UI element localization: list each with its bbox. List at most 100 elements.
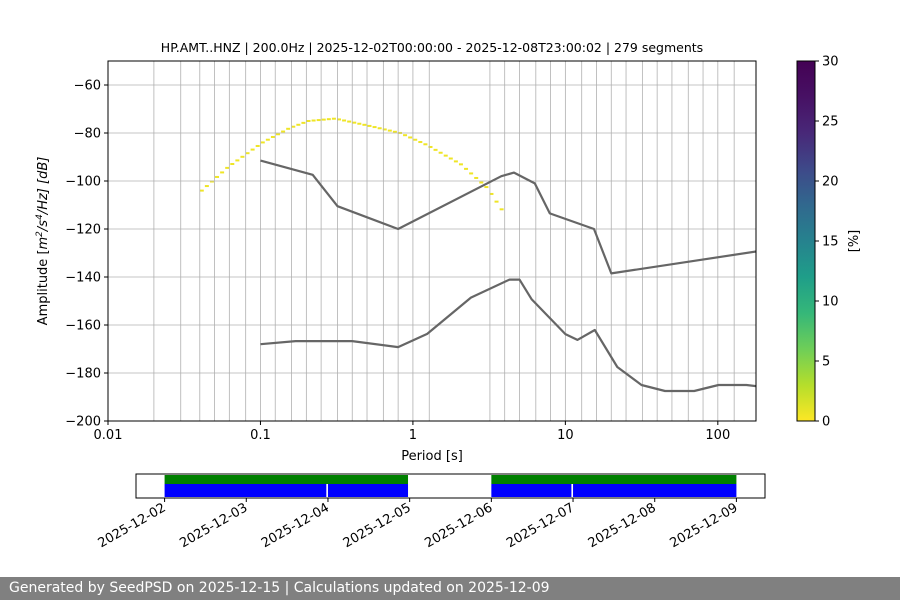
heatmap-outlier-cell (260, 141, 265, 144)
heatmap-outlier-cell (362, 123, 367, 126)
y-tick-label: −160 (65, 319, 101, 334)
heatmap-outlier-cell (296, 123, 301, 126)
heatmap-outlier-cell (326, 118, 331, 121)
heatmap-outlier-cell (199, 189, 204, 192)
data-segment-bar (573, 484, 737, 497)
psd-heatmap (199, 117, 504, 211)
heatmap-outlier-cell (438, 151, 443, 154)
data-segment-bar (327, 484, 409, 497)
heatmap-outlier-cell (479, 181, 484, 184)
coverage-bar (491, 475, 737, 484)
heatmap-outlier-cell (367, 124, 372, 127)
y-tick-label: −60 (74, 79, 101, 94)
heatmap-outlier-cell (347, 120, 352, 123)
colorbar-tick-label: 30 (822, 55, 839, 70)
heatmap-outlier-cell (245, 152, 250, 155)
heatmap-outlier-cell (377, 127, 382, 130)
heatmap-outlier-cell (225, 166, 230, 169)
heatmap-outlier-cell (311, 119, 316, 122)
heatmap-outlier-cell (423, 143, 428, 146)
heatmap-outlier-cell (281, 130, 286, 133)
colorbar-label: [%] (847, 230, 862, 253)
heatmap-outlier-cell (337, 118, 341, 121)
date-tick-label: 2025-12-03 (177, 500, 250, 551)
heatmap-outlier-cell (230, 163, 235, 166)
date-tick-label: 2025-12-06 (422, 500, 495, 551)
y-axis-label-suffix: /Hz] [dB] (36, 157, 51, 216)
data-segment-bar (164, 484, 327, 497)
heatmap-outlier-cell (499, 208, 504, 211)
x-tick-label: 0.01 (94, 428, 123, 443)
footer-bar: Generated by SeedPSD on 2025-12-15 | Cal… (0, 577, 900, 600)
colorbar-tick-label: 0 (822, 415, 830, 430)
date-tick-label: 2025-12-09 (667, 500, 740, 551)
heatmap-outlier-cell (270, 135, 275, 138)
y-tick-label: −140 (65, 271, 101, 286)
x-tick-label: 10 (557, 428, 574, 443)
low-noise-model-line (260, 278, 756, 393)
heatmap-outlier-cell (321, 118, 326, 121)
heatmap-outlier-cell (469, 172, 474, 175)
y-tick-label: −180 (65, 367, 101, 382)
heatmap-outlier-cell (331, 117, 336, 120)
heatmap-outlier-cell (240, 155, 245, 158)
heatmap-outlier-cell (235, 159, 240, 162)
date-tick-label: 2025-12-08 (586, 500, 659, 551)
heatmap-outlier-cell (403, 134, 408, 137)
heatmap-outlier-cell (220, 171, 225, 174)
colorbar-tick-label: 10 (822, 295, 839, 310)
heatmap-outlier-cell (286, 127, 291, 130)
heatmap-outlier-cell (443, 154, 448, 157)
heatmap-outlier-cell (428, 145, 433, 148)
heatmap-outlier-cell (352, 121, 357, 124)
heatmap-outlier-cell (291, 125, 296, 128)
y-tick-label: −120 (65, 223, 101, 238)
heatmap-outlier-cell (316, 119, 321, 122)
y-axis-label: Amplitude [m2/s4/Hz] [dB] (35, 157, 51, 326)
heatmap-outlier-cell (413, 138, 418, 141)
coverage-bar (164, 475, 409, 484)
heatmap-outlier-cell (265, 138, 270, 141)
y-axis-label-mid: /s (36, 220, 51, 232)
colorbar-tick-label: 20 (822, 175, 839, 190)
heatmap-outlier-cell (215, 175, 220, 178)
colorbar-tick-label: 15 (822, 235, 839, 250)
heatmap-outlier-cell (357, 122, 362, 125)
heatmap-outlier-cell (382, 128, 387, 131)
availability-date-ticks: 2025-12-02 2025-12-03 2025-12-04 2025-12-05… (96, 498, 740, 551)
plot-frame (107, 60, 757, 422)
heatmap-outlier-cell (448, 157, 453, 160)
y-axis-label-exp4: 4 (35, 214, 45, 220)
heatmap-outlier-cell (250, 148, 255, 151)
heatmap-outlier-cell (306, 119, 311, 122)
date-tick-label: 2025-12-04 (259, 500, 332, 551)
chart-title: HP.AMT..HNZ | 200.0Hz | 2025-12-02T00:00… (161, 40, 703, 55)
colorbar-tick-label: 5 (822, 355, 830, 370)
colorbar-ticks: 0 5 10 15 20 25 30 (815, 55, 839, 430)
heatmap-outlier-cell (255, 144, 260, 147)
heatmap-outlier-cell (408, 136, 413, 139)
heatmap-outlier-cell (392, 130, 397, 133)
noise-models (260, 159, 756, 393)
y-axis-ticks: −200 −180 −160 −140 −120 −100 −80 −60 (65, 79, 108, 430)
high-noise-model-line (260, 159, 756, 275)
heatmap-outlier-cell (474, 176, 479, 179)
heatmap-outlier-cell (372, 126, 377, 129)
plot-background (108, 61, 756, 421)
y-tick-label: −200 (65, 415, 101, 430)
heatmap-outlier-cell (418, 141, 423, 144)
heatmap-outlier-cell (209, 180, 214, 183)
y-axis-label-exp2: 2 (35, 231, 45, 237)
heatmap-outlier-cell (489, 192, 494, 195)
colorbar (796, 60, 816, 422)
date-tick-label: 2025-12-02 (96, 500, 169, 551)
heatmap-outlier-cell (276, 133, 281, 136)
y-axis-label-prefix: Amplitude [ (36, 249, 51, 325)
data-availability-bars (164, 475, 737, 497)
heatmap-outlier-cell (484, 186, 489, 189)
heatmap-outlier-cell (453, 160, 458, 163)
heatmap-outlier-cell (342, 119, 347, 122)
heatmap-outlier-cell (494, 200, 499, 203)
data-segment-bar (491, 484, 572, 497)
